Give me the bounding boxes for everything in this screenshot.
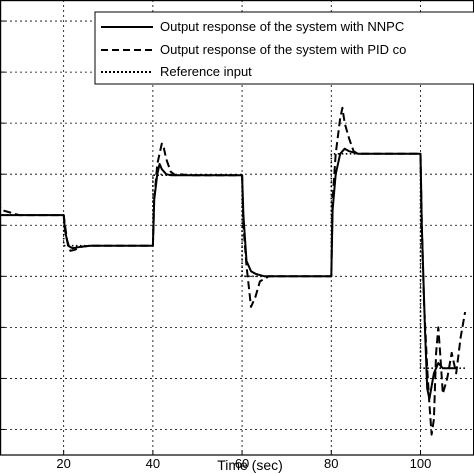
legend-label-pid: Output response of the system with PID c… — [160, 42, 406, 57]
series-line-1-dashed — [0, 106, 467, 436]
x-tick-label-60: 60 — [235, 456, 249, 471]
series-lines — [0, 106, 467, 436]
x-tick-label-80: 80 — [324, 456, 338, 471]
legend-label-reference: Reference input — [160, 64, 252, 79]
series-line-2-dotted — [0, 153, 466, 370]
axis-ticks: 20 40 60 80 100 — [0, 20, 432, 471]
series-line-0-solid — [0, 147, 457, 400]
legend-label-nnpc: Output response of the system with NNPC — [160, 19, 404, 34]
legend: Output response of the system with NNPC … — [94, 11, 474, 85]
x-axis-title: Time (sec) — [217, 457, 283, 473]
x-tick-label-40: 40 — [146, 456, 160, 471]
x-tick-label-20: 20 — [56, 456, 70, 471]
x-tick-label-100: 100 — [410, 456, 432, 471]
legend-box — [94, 11, 474, 85]
